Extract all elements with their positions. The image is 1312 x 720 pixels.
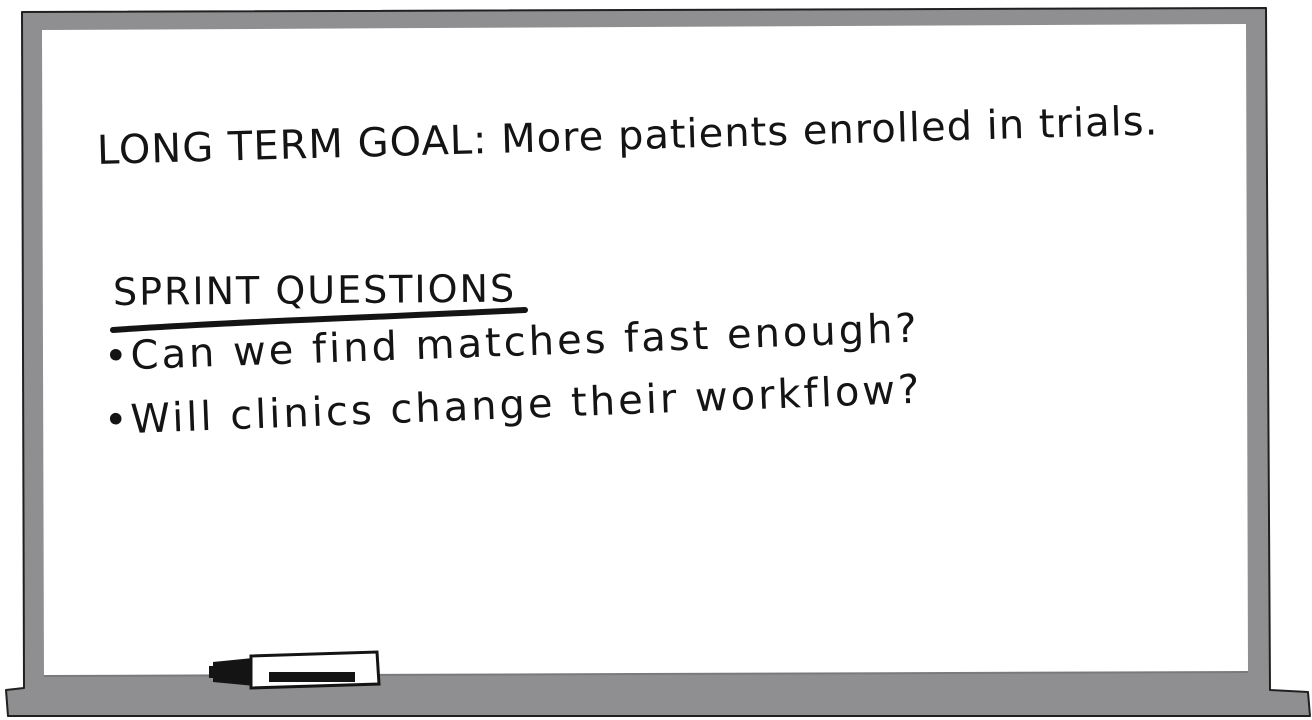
heading-underline — [110, 307, 528, 333]
marker-icon — [209, 650, 381, 690]
